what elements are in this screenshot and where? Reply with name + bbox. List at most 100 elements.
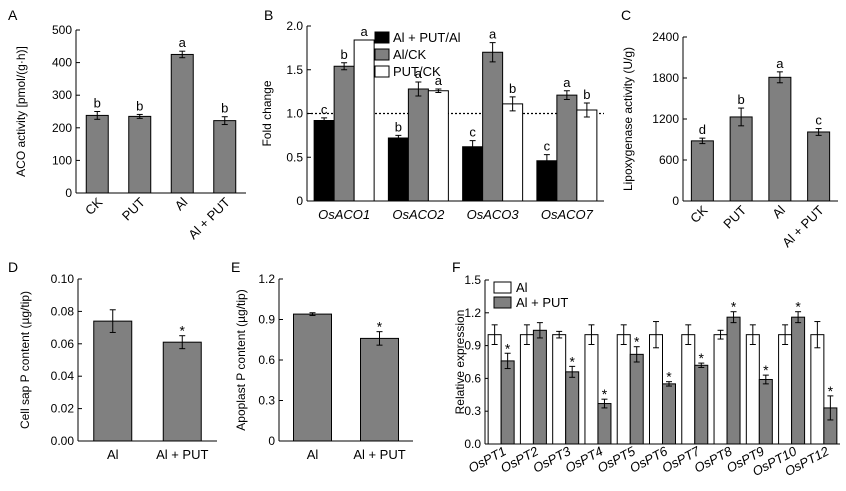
- bar-f: [500, 360, 515, 445]
- panel-letter-a: A: [8, 7, 18, 23]
- y-tick-label: 0.10: [51, 272, 75, 286]
- y-tick-label: 1800: [652, 71, 679, 85]
- y-axis-title: ACO activity [pmol/(g·h)]: [14, 46, 28, 177]
- significance-label: b: [395, 119, 402, 134]
- significance-label: a: [776, 56, 784, 71]
- legend-label: Al/CK: [393, 47, 427, 62]
- x-tick-label: PUT: [720, 202, 749, 231]
- bar-f: [565, 371, 580, 445]
- significance-label: *: [795, 299, 801, 315]
- bar-b: [407, 88, 429, 202]
- bar-c: [768, 76, 792, 202]
- x-tick-label: Al + PUT: [156, 447, 208, 462]
- y-tick-label: 0.9: [258, 313, 275, 327]
- y-tick-label: 0.04: [51, 369, 75, 383]
- bar-f: [681, 334, 696, 445]
- panel-letter-b: B: [264, 7, 273, 23]
- bar-a: [128, 115, 152, 194]
- significance-label: c: [815, 113, 822, 128]
- legend-label: Al + PUT/Al: [393, 30, 461, 45]
- x-tick-label: Al + PUT: [779, 202, 827, 250]
- x-tick-label: Al: [769, 202, 788, 221]
- significance-label: *: [731, 299, 737, 315]
- y-tick-label: 0: [296, 194, 303, 208]
- y-tick-label: 0.9: [464, 339, 481, 353]
- y-tick-label: 2.0: [286, 19, 303, 33]
- x-tick-label: CK: [82, 194, 106, 218]
- y-tick-label: 500: [52, 23, 72, 37]
- x-tick-label: Al + PUT: [185, 194, 233, 242]
- y-axis-title: Fold change: [260, 80, 274, 146]
- y-tick-label: 0: [672, 194, 679, 208]
- bar-f: [778, 334, 793, 445]
- significance-label: b: [94, 96, 101, 111]
- significance-label: c: [469, 125, 476, 140]
- bar-f: [649, 334, 663, 445]
- legend-swatch: [493, 296, 512, 309]
- x-tick-label: Al + PUT: [353, 447, 405, 462]
- panel-letter-e: E: [231, 259, 240, 275]
- y-tick-label: 1.2: [258, 272, 275, 286]
- significance-label: b: [341, 47, 348, 62]
- legend-label: PUT/CK: [393, 64, 441, 79]
- bar-c: [729, 116, 753, 202]
- bar-b: [502, 103, 524, 202]
- significance-label: a: [361, 24, 369, 39]
- significance-label: *: [377, 319, 383, 335]
- y-tick-label: 0.06: [51, 337, 75, 351]
- bar-c: [807, 131, 831, 202]
- bar-f: [519, 334, 534, 445]
- bar-a: [170, 53, 194, 194]
- significance-label: *: [634, 334, 640, 350]
- panel-letter-f: F: [452, 259, 461, 275]
- significance-label: b: [738, 92, 745, 107]
- bar-b: [556, 94, 578, 202]
- bar-b: [482, 51, 504, 202]
- bar-a: [85, 114, 109, 194]
- bar-d: [162, 341, 202, 442]
- legend-label: Al + PUT: [516, 295, 568, 310]
- significance-label: b: [583, 87, 590, 102]
- y-tick-label: 1.5: [286, 63, 303, 77]
- chart-panel-e: 0 0.3 0.6 0.9 1.2 Apoplast P content (µg/tip)…: [234, 272, 413, 462]
- bar-b: [333, 65, 355, 202]
- panel-letter-c: C: [621, 7, 631, 23]
- bar-f: [758, 378, 773, 445]
- y-axis-title: Relative expression: [453, 310, 467, 415]
- bar-d: [93, 320, 133, 442]
- y-tick-label: 0.0: [464, 437, 481, 451]
- y-tick-label: 0.6: [258, 353, 275, 367]
- bar-f: [694, 364, 709, 445]
- y-tick-label: 0.08: [51, 304, 75, 318]
- significance-label: b: [221, 101, 228, 116]
- bar-f: [810, 334, 825, 445]
- x-tick-label: CK: [687, 202, 711, 226]
- y-tick-label: 0.6: [464, 371, 481, 385]
- y-tick-label: 0.00: [51, 434, 75, 448]
- x-tick-label: PUT: [119, 194, 148, 223]
- significance-label: a: [489, 27, 497, 42]
- y-axis-title: Apoplast P content (µg/tip): [234, 289, 248, 430]
- y-tick-label: 1.2: [464, 306, 481, 320]
- bar-b: [576, 109, 598, 202]
- bar-b: [313, 120, 335, 202]
- bar-f: [616, 334, 631, 445]
- significance-label: *: [180, 323, 186, 339]
- y-tick-label: 400: [52, 56, 72, 70]
- y-tick-label: 1200: [652, 112, 679, 126]
- significance-label: *: [505, 340, 511, 356]
- bar-b: [462, 146, 484, 202]
- plot-area: 0 100 200 300 400 500 ACO activity [pmol/(g·h)…: [14, 19, 840, 479]
- significance-label: a: [563, 75, 571, 90]
- bar-f: [726, 316, 741, 445]
- bar-c: [690, 140, 714, 202]
- y-tick-label: 0.3: [464, 404, 481, 418]
- chart-panel-a: 0 100 200 300 400 500 ACO activity [pmol/(g·h)…: [14, 23, 246, 242]
- significance-label: a: [415, 66, 423, 81]
- y-tick-label: 1.0: [286, 107, 303, 121]
- y-tick-label: 300: [52, 88, 72, 102]
- bar-f: [487, 334, 502, 445]
